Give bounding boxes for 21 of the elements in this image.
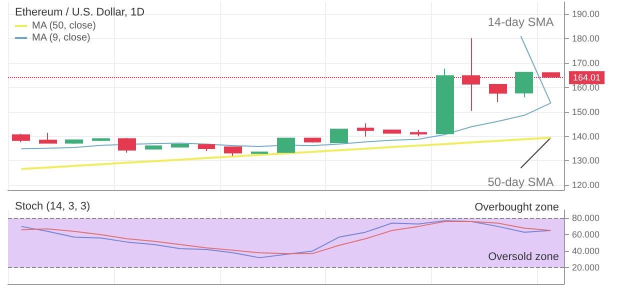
legend-label: MA (9, close)	[32, 32, 90, 44]
ref-line-label: Overbought zone	[474, 202, 559, 214]
y-tick-label: 140.00	[572, 131, 600, 142]
legend-label: MA (50, close)	[32, 20, 96, 32]
y-tick-label: 20.000	[572, 262, 600, 273]
y-tick-label: 170.00	[572, 58, 600, 68]
ref-line-label: 164.01	[573, 72, 601, 83]
y-tick-label: 130.00	[572, 156, 600, 166]
annotation: 50-day SMA	[488, 175, 554, 189]
ref-line-label: Oversold zone	[488, 251, 559, 264]
annotation: 14-day SMA	[488, 15, 554, 29]
chart-title: Stoch (14, 3, 3)	[15, 200, 90, 212]
y-tick-label: 80.000	[572, 213, 600, 224]
y-tick-label: 190.00	[572, 9, 600, 20]
y-tick-label: 60.000	[572, 230, 600, 240]
y-tick-label: 150.00	[572, 106, 600, 117]
y-tick-label: 120.00	[572, 180, 600, 190]
y-tick-label: 40.000	[572, 246, 600, 256]
y-tick-label: 180.00	[572, 34, 600, 44]
chart-title: Ethereum / U.S. Dollar, 1D	[15, 6, 145, 18]
y-tick-label: 160.00	[572, 82, 600, 92]
